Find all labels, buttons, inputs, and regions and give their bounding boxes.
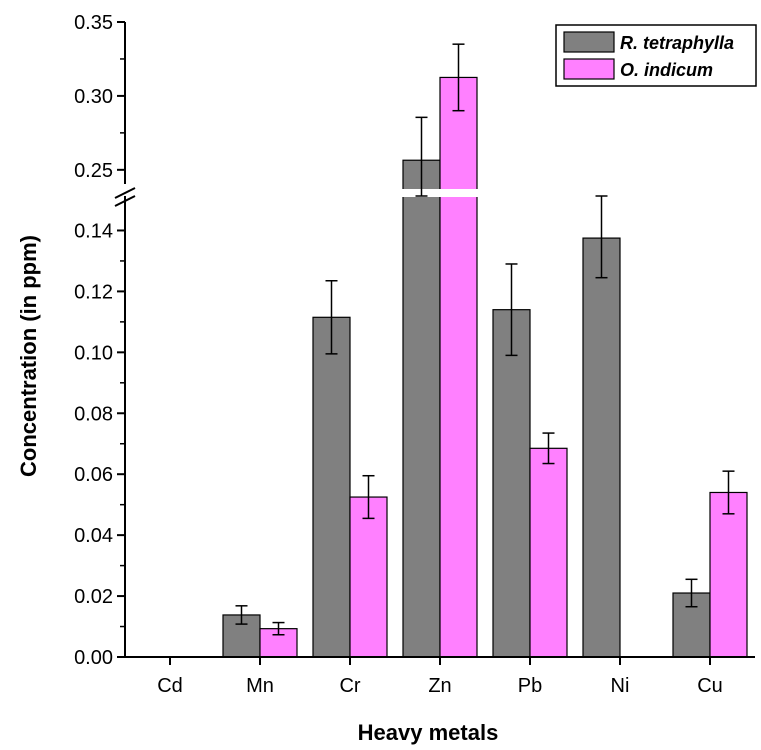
y-tick-label: 0.25: [74, 160, 113, 182]
bar-pb-series-1: [529, 447, 568, 658]
y-tick-label: 0.06: [74, 464, 113, 486]
bar-pb-series-0: [492, 309, 531, 658]
axis-break-gap: [127, 189, 753, 197]
legend-label-r-tetraphylla: R. tetraphylla: [620, 33, 734, 53]
error-bar-cu-series-1: [722, 470, 735, 515]
y-tick-label: 0.14: [74, 220, 113, 242]
x-tick-label-pb: Pb: [518, 675, 542, 697]
y-axis-title: Concentration (in ppm): [16, 235, 41, 477]
error-bar-ni-series-0: [595, 195, 608, 279]
error-bar-mn-series-0: [235, 605, 248, 625]
y-tick-label: 0.10: [74, 342, 113, 364]
bar-zn-series-0: [402, 159, 441, 658]
error-bar-pb-series-1: [542, 432, 555, 465]
bar-cu-series-1: [709, 491, 748, 658]
bar-cr-series-1: [349, 496, 388, 658]
x-tick-label-cu: Cu: [697, 675, 723, 697]
x-tick-label-zn: Zn: [428, 675, 451, 697]
error-bar-cr-series-1: [362, 474, 375, 520]
legend: R. tetraphylla O. indicum: [555, 24, 757, 87]
error-bar-cu-series-0: [685, 578, 698, 608]
axis-break-marks: [114, 187, 136, 207]
legend-swatch-r-tetraphylla: [563, 31, 615, 53]
x-tick-label-cr: Cr: [339, 675, 360, 697]
bar-zn-series-1: [439, 76, 478, 658]
x-tick-label-ni: Ni: [611, 675, 630, 697]
bar-cr-series-0: [312, 316, 351, 658]
y-tick-label: 0.00: [74, 647, 113, 669]
error-bar-pb-series-0: [505, 263, 518, 357]
error-bar-cr-series-0: [325, 279, 338, 355]
x-tick-label-mn: Mn: [246, 675, 274, 697]
y-tick-label: 0.04: [74, 525, 113, 547]
y-tick-label: 0.12: [74, 281, 113, 303]
bar-ni-series-0: [582, 237, 621, 658]
legend-label-o-indicum: O. indicum: [620, 60, 713, 80]
x-tick-label-cd: Cd: [157, 675, 183, 697]
error-bar-zn-series-0: [415, 116, 428, 197]
y-tick-label: 0.02: [74, 586, 113, 608]
y-tick-label: 0.35: [74, 12, 113, 34]
error-bar-zn-series-1: [452, 43, 465, 112]
error-bar-mn-series-1: [272, 621, 285, 636]
legend-swatch-o-indicum: [563, 58, 615, 80]
x-axis-title: Heavy metals: [358, 720, 499, 745]
bars-group: [127, 76, 753, 658]
ticks-group: 0.00 0.02 0.04 0.06 0.08 0.10 0.12 0.14 0.25 0.30…: [74, 12, 723, 697]
y-tick-label: 0.30: [74, 86, 113, 108]
y-tick-label: 0.08: [74, 403, 113, 425]
error-bars-group: [235, 43, 735, 636]
